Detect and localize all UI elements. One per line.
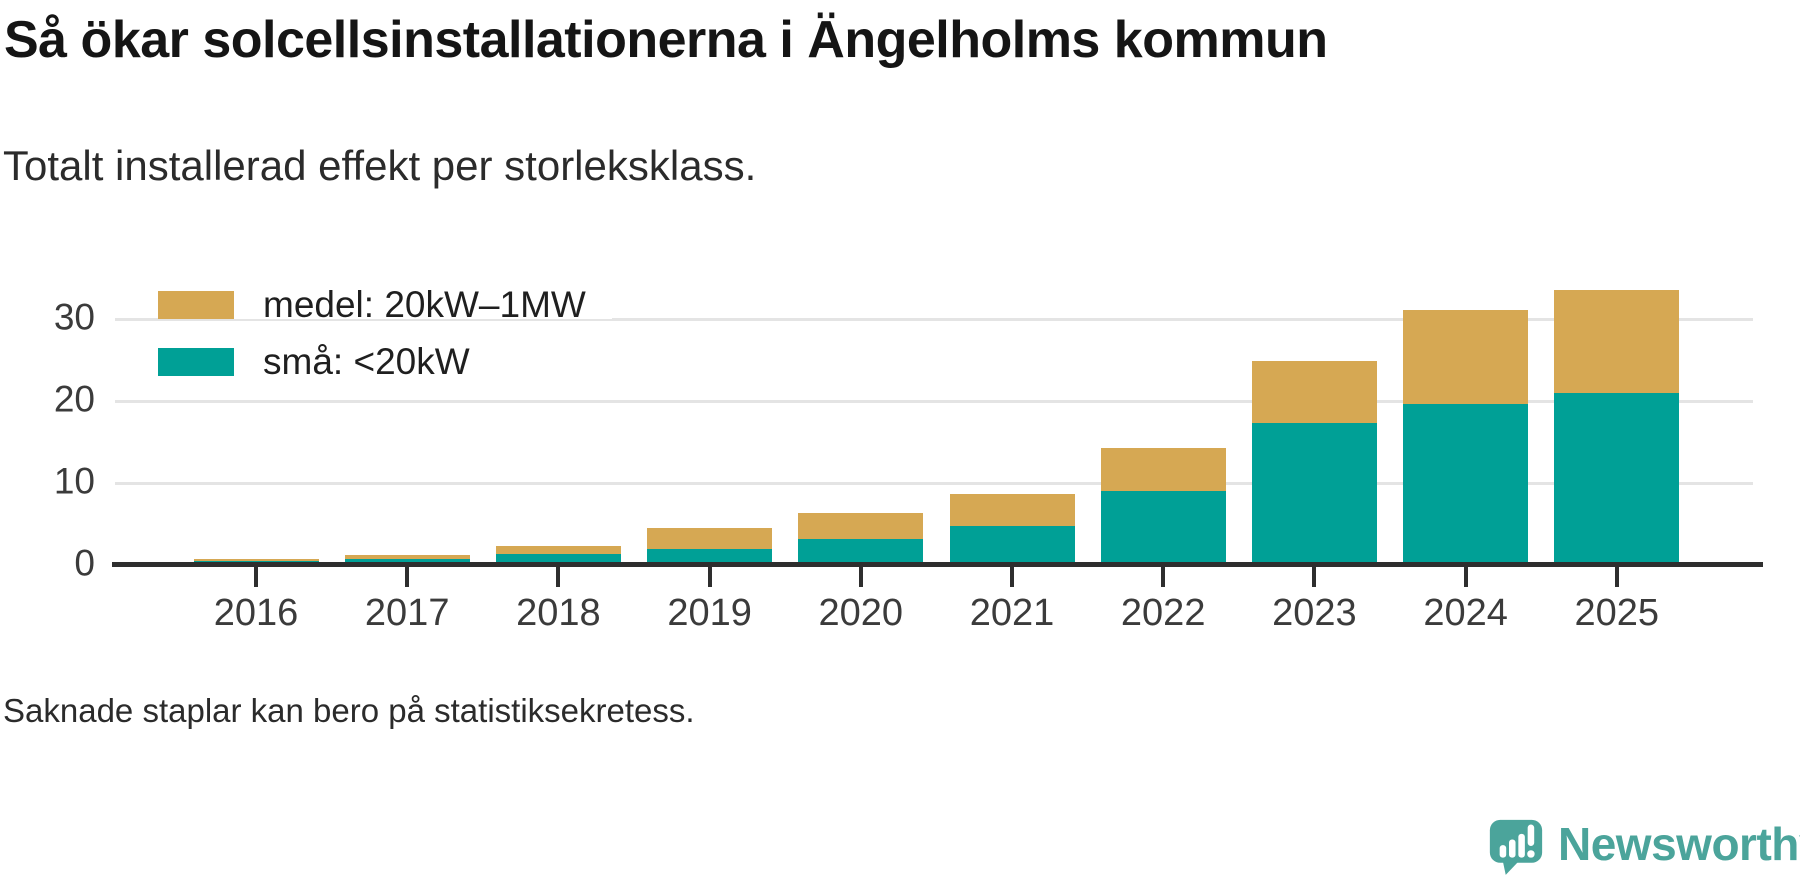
x-tick-2020: [858, 567, 863, 587]
x-axis-label-2023: 2023: [1272, 592, 1357, 634]
legend-label-sma: små: <20kW: [263, 341, 470, 382]
chart-title: Så ökar solcellsinstallationerna i Ängel…: [4, 11, 1328, 69]
x-axis-label-2020: 2020: [818, 592, 904, 634]
bar-2019-medel: [647, 528, 773, 549]
legend-label-medel: medel: 20kW–1MW: [263, 284, 586, 325]
y-axis-label-30: 30: [53, 296, 95, 338]
x-tick-2016: [254, 567, 258, 587]
x-axis-label-2025: 2025: [1574, 592, 1660, 634]
bar-2020-medel: [798, 512, 924, 539]
bar-2021-medel: [949, 493, 1075, 527]
x-axis-line: [112, 562, 1763, 567]
bar-2017-medel: [344, 555, 470, 560]
bar-2024-sma: [1403, 404, 1529, 565]
x-tick-2021: [1010, 567, 1014, 587]
legend: medel: 20kW–1MW små: <20kW: [158, 284, 612, 405]
bar-2016-medel: [193, 558, 319, 561]
x-tick-2019: [707, 567, 712, 587]
legend-item-sma: små: <20kW: [158, 341, 496, 382]
newsworthy-logo: Newsworthy: [1488, 816, 1800, 876]
chart-footnote: Saknade staplar kan bero på statistiksek…: [3, 692, 695, 729]
chart-subtitle: Totalt installerad effekt per storlekskl…: [3, 142, 757, 189]
bar-2025-sma: [1554, 392, 1680, 565]
speech-bubble-bar-chart-icon: [1489, 819, 1543, 875]
x-axis-label-2022: 2022: [1120, 592, 1206, 634]
gridline-20: [115, 400, 1753, 403]
legend-item-medel: medel: 20kW–1MW: [158, 284, 612, 325]
bar-2018-medel: [495, 546, 621, 554]
y-axis-label-20: 20: [53, 378, 95, 420]
x-axis-label-2024: 2024: [1423, 592, 1508, 634]
legend-swatch-medel: [158, 291, 234, 319]
gridline-10: [115, 482, 1753, 485]
x-tick-2023: [1312, 567, 1317, 587]
gridline-30: [115, 318, 1753, 321]
bar-2018-sma: [495, 553, 621, 565]
bar-2023-medel: [1251, 360, 1377, 424]
x-axis-label-2019: 2019: [667, 592, 752, 634]
x-axis-label-2021: 2021: [969, 592, 1055, 634]
x-tick-2025: [1614, 567, 1619, 587]
x-tick-2017: [405, 567, 410, 587]
y-axis-label-0: 0: [74, 542, 95, 584]
legend-swatch-sma: [158, 348, 234, 376]
x-tick-2022: [1161, 567, 1166, 587]
bar-2019-sma: [647, 548, 773, 565]
bar-2022-sma: [1100, 491, 1226, 565]
x-axis-label-2016: 2016: [213, 592, 299, 634]
bar-2020-sma: [798, 538, 924, 565]
x-axis-label-2018: 2018: [516, 592, 601, 634]
x-tick-2024: [1463, 567, 1468, 587]
bar-2023-sma: [1251, 423, 1377, 565]
y-axis-label-10: 10: [53, 460, 95, 502]
bar-2022-medel: [1100, 447, 1226, 492]
bar-2025-medel: [1554, 290, 1680, 393]
x-axis-label-2017: 2017: [364, 592, 450, 634]
bar-2021-sma: [949, 526, 1075, 565]
newsworthy-logo-text: Newsworthy: [1558, 818, 1800, 870]
x-tick-2018: [556, 567, 561, 587]
bar-2024-medel: [1403, 309, 1529, 405]
